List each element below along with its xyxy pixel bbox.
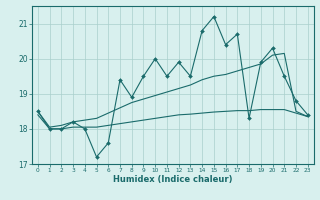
X-axis label: Humidex (Indice chaleur): Humidex (Indice chaleur): [113, 175, 233, 184]
